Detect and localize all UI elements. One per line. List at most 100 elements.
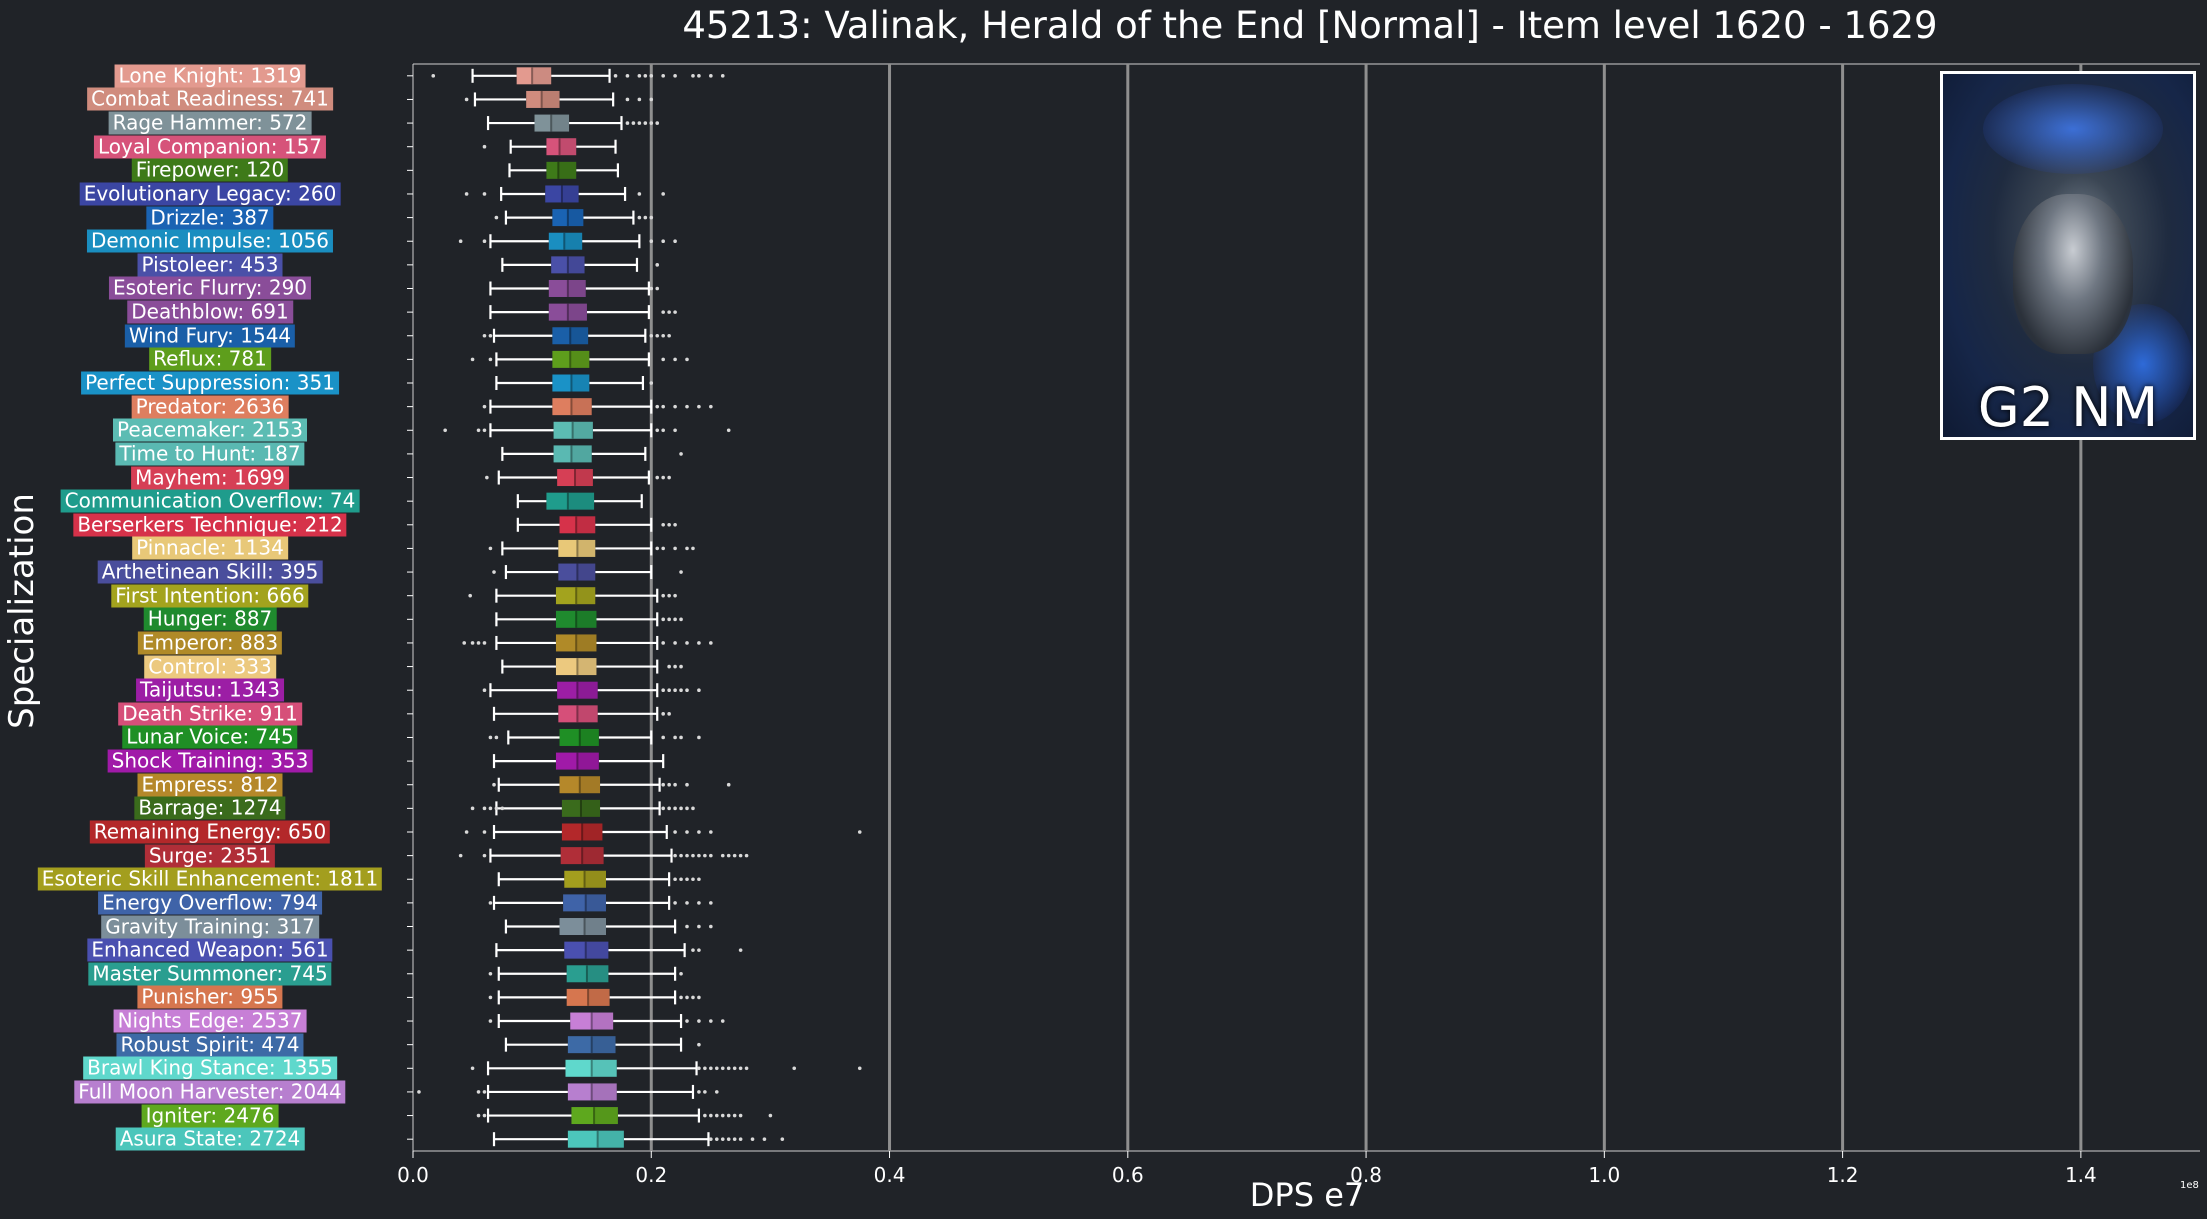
box-lower-half bbox=[552, 350, 571, 368]
outlier-point bbox=[709, 74, 713, 78]
outlier-point bbox=[488, 1019, 493, 1023]
outlier-point bbox=[482, 428, 487, 433]
outlier-point bbox=[673, 641, 677, 645]
outlier-point bbox=[697, 948, 701, 952]
outlier-point bbox=[732, 1137, 737, 1141]
outlier-point bbox=[697, 1019, 701, 1023]
outlier-point bbox=[667, 593, 671, 598]
box-upper-half bbox=[582, 823, 603, 841]
category-label: Full Moon Harvester: 2044 bbox=[74, 1080, 346, 1104]
box-upper-half bbox=[567, 492, 595, 510]
box-lower-half bbox=[559, 918, 585, 936]
outlier-point bbox=[673, 617, 677, 622]
box-lower-half bbox=[555, 587, 577, 605]
box-upper-half bbox=[576, 516, 596, 534]
box-lower-half bbox=[559, 516, 577, 534]
outlier-point bbox=[714, 1066, 719, 1071]
outlier-point bbox=[482, 239, 487, 244]
box-upper-half bbox=[579, 776, 601, 794]
outlier-point bbox=[697, 1066, 701, 1071]
outlier-point bbox=[667, 806, 671, 811]
outlier-point bbox=[458, 853, 463, 858]
box-upper-half bbox=[585, 894, 606, 912]
box-upper-half bbox=[572, 421, 593, 439]
category-label: Combat Readiness: 741 bbox=[87, 87, 333, 111]
box-lower-half bbox=[553, 445, 572, 463]
category-label: Pinnacle: 1134 bbox=[132, 536, 288, 560]
outlier-point bbox=[691, 948, 695, 952]
outlier-point bbox=[679, 853, 683, 858]
outlier-point bbox=[649, 239, 654, 244]
outlier-point bbox=[661, 310, 665, 314]
outlier-point bbox=[470, 641, 475, 645]
outlier-point bbox=[673, 806, 677, 811]
outlier-point bbox=[714, 1137, 719, 1141]
category-label: Rage Hammer: 572 bbox=[108, 111, 312, 135]
outlier-point bbox=[709, 641, 713, 645]
outlier-point bbox=[780, 1137, 785, 1141]
box-lower-half bbox=[558, 539, 578, 557]
box-lower-half bbox=[552, 398, 572, 416]
category-label: Enhanced Weapon: 561 bbox=[87, 938, 333, 962]
box-upper-half bbox=[594, 1107, 618, 1125]
category-label: Barrage: 1274 bbox=[134, 796, 286, 820]
outlier-point bbox=[649, 286, 654, 291]
box-lower-half bbox=[555, 610, 577, 628]
box-upper-half bbox=[541, 90, 560, 108]
box-lower-half bbox=[567, 1083, 592, 1101]
outlier-point bbox=[697, 641, 701, 645]
box-upper-half bbox=[577, 539, 596, 557]
outlier-point bbox=[697, 830, 701, 834]
box-upper-half bbox=[591, 1059, 617, 1077]
outlier-point bbox=[697, 735, 701, 740]
outlier-point bbox=[673, 522, 677, 527]
box-upper-half bbox=[567, 303, 587, 321]
outlier-point bbox=[857, 1066, 862, 1071]
category-label: Perfect Suppression: 351 bbox=[81, 371, 339, 395]
category-label: Robust Spirit: 474 bbox=[116, 1033, 304, 1057]
box-upper-half bbox=[591, 1012, 614, 1030]
outlier-point bbox=[679, 570, 683, 574]
outlier-point bbox=[685, 901, 689, 905]
box-lower-half bbox=[567, 1130, 598, 1148]
box-lower-half bbox=[546, 138, 560, 156]
outlier-point bbox=[470, 357, 475, 362]
outlier-point bbox=[679, 971, 683, 976]
category-label: Remaining Energy: 650 bbox=[89, 820, 331, 844]
box-upper-half bbox=[561, 185, 579, 203]
category-label: Punisher: 955 bbox=[137, 985, 283, 1009]
category-label: Lone Knight: 1319 bbox=[114, 64, 306, 88]
outlier-point bbox=[667, 522, 671, 527]
outlier-point bbox=[673, 877, 677, 882]
outlier-point bbox=[709, 853, 713, 858]
box-upper-half bbox=[588, 988, 610, 1006]
outlier-point bbox=[488, 357, 493, 362]
outlier-point bbox=[488, 735, 493, 740]
outlier-point bbox=[482, 1090, 487, 1094]
category-label: Predator: 2636 bbox=[131, 395, 289, 419]
outlier-point bbox=[691, 806, 695, 811]
outlier-point bbox=[720, 74, 725, 78]
outlier-point bbox=[482, 688, 487, 693]
outlier-point bbox=[464, 830, 469, 834]
outlier-point bbox=[482, 144, 487, 149]
category-label: Communication Overflow: 74 bbox=[60, 489, 360, 513]
outlier-point bbox=[476, 1113, 481, 1118]
box-lower-half bbox=[566, 965, 587, 983]
boss-portrait-image: G2 NM bbox=[1940, 71, 2196, 440]
outlier-point bbox=[673, 664, 677, 669]
outlier-point bbox=[685, 830, 689, 834]
box-upper-half bbox=[580, 799, 601, 817]
category-label: Asura State: 2724 bbox=[115, 1127, 305, 1151]
outlier-point bbox=[649, 97, 654, 102]
outlier-point bbox=[697, 853, 701, 858]
outlier-point bbox=[691, 877, 695, 882]
outlier-point bbox=[673, 735, 677, 740]
box-lower-half bbox=[561, 823, 583, 841]
outlier-point bbox=[661, 546, 665, 551]
outlier-point bbox=[857, 830, 862, 834]
outlier-point bbox=[464, 192, 469, 196]
category-label: Time to Hunt: 187 bbox=[115, 442, 305, 466]
x-tick-label: 0.4 bbox=[874, 1163, 906, 1187]
outlier-point bbox=[726, 428, 731, 433]
